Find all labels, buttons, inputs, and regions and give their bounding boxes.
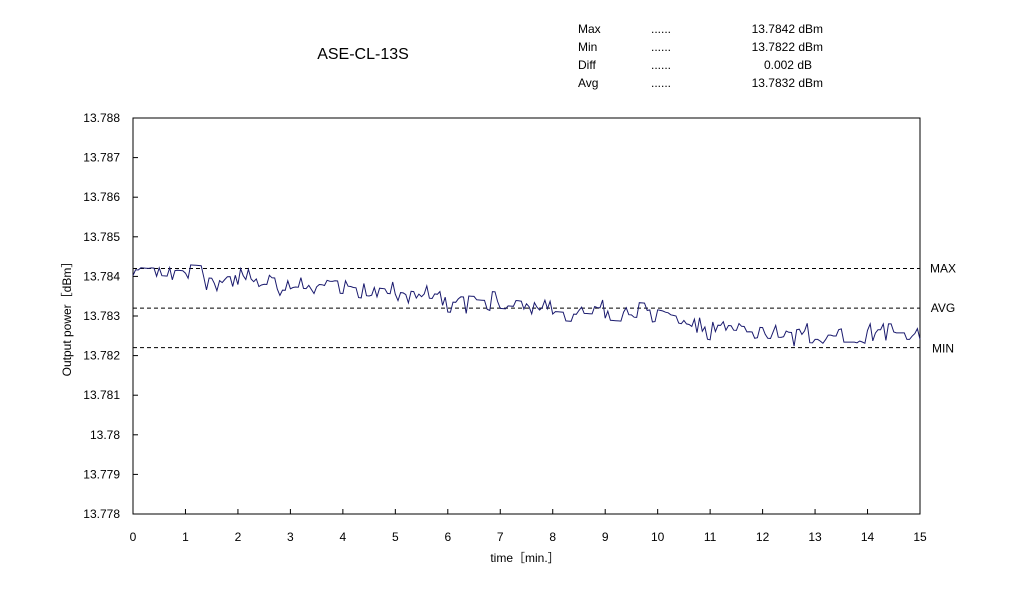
x-tick-label: 8 xyxy=(549,530,556,544)
x-tick-label: 6 xyxy=(444,530,451,544)
y-tick-label: 13.783 xyxy=(83,309,120,323)
stat-avg-label: Avg xyxy=(578,76,598,90)
x-tick-label: 1 xyxy=(182,530,189,544)
y-tick-label: 13.778 xyxy=(83,507,120,521)
y-tick-label: 13.781 xyxy=(83,388,120,402)
y-tick-label: 13.788 xyxy=(83,111,120,125)
stat-diff-dots: ...... xyxy=(651,58,671,72)
stat-avg-dots: ...... xyxy=(651,76,671,90)
x-tick-label: 15 xyxy=(913,530,927,544)
stat-diff-label: Diff xyxy=(578,58,596,72)
x-tick-label: 4 xyxy=(340,530,347,544)
series-line xyxy=(132,264,921,347)
stat-avg-value: 13.7832 dBm xyxy=(752,76,823,90)
x-tick-label: 13 xyxy=(808,530,822,544)
x-tick-label: 14 xyxy=(861,530,875,544)
y-tick-label: 13.78 xyxy=(90,428,120,442)
y-tick-label: 13.779 xyxy=(83,467,120,481)
plot-frame xyxy=(132,117,921,515)
x-tick-label: 5 xyxy=(392,530,399,544)
stat-min-value: 13.7822 dBm xyxy=(752,40,823,54)
ref-label-avg: AVG xyxy=(931,301,955,315)
x-tick-label: 0 xyxy=(130,530,137,544)
x-axis: 0 1 2 3 4 5 6 7 8 9 10 11 12 13 14 15 xyxy=(130,509,927,544)
stat-min-dots: ...... xyxy=(651,40,671,54)
y-axis: 13.788 13.787 13.786 13.785 13.784 13.783 13.7… xyxy=(83,111,138,521)
stat-max-value: 13.7842 dBm xyxy=(752,22,823,36)
x-tick-label: 11 xyxy=(704,530,717,544)
x-tick-label: 10 xyxy=(651,530,665,544)
y-tick-label: 13.785 xyxy=(83,230,120,244)
x-tick-label: 3 xyxy=(287,530,294,544)
stat-min-label: Min xyxy=(578,40,597,54)
x-tick-label: 7 xyxy=(497,530,504,544)
stat-max-dots: ...... xyxy=(651,22,671,36)
ref-label-max: MAX xyxy=(930,261,956,275)
x-tick-label: 12 xyxy=(756,530,770,544)
stat-diff-value: 0.002 dB xyxy=(764,58,812,72)
x-axis-label: time［min.］ xyxy=(490,551,559,565)
series-layer xyxy=(132,264,921,347)
stats-box: Max ...... 13.7842 dBm Min ...... 13.782… xyxy=(578,22,823,90)
y-tick-label: 13.786 xyxy=(83,190,120,204)
ref-label-min: MIN xyxy=(932,342,954,356)
stat-max-label: Max xyxy=(578,22,601,36)
y-axis-label: Output power［dBm］ xyxy=(60,256,74,377)
x-tick-label: 9 xyxy=(602,530,609,544)
y-tick-label: 13.784 xyxy=(83,269,120,283)
y-tick-label: 13.782 xyxy=(83,349,120,363)
x-tick-label: 2 xyxy=(235,530,242,544)
chart-title: ASE-CL-13S xyxy=(317,46,409,63)
y-tick-label: 13.787 xyxy=(83,151,120,165)
reference-lines: MAX AVG MIN xyxy=(133,261,956,356)
